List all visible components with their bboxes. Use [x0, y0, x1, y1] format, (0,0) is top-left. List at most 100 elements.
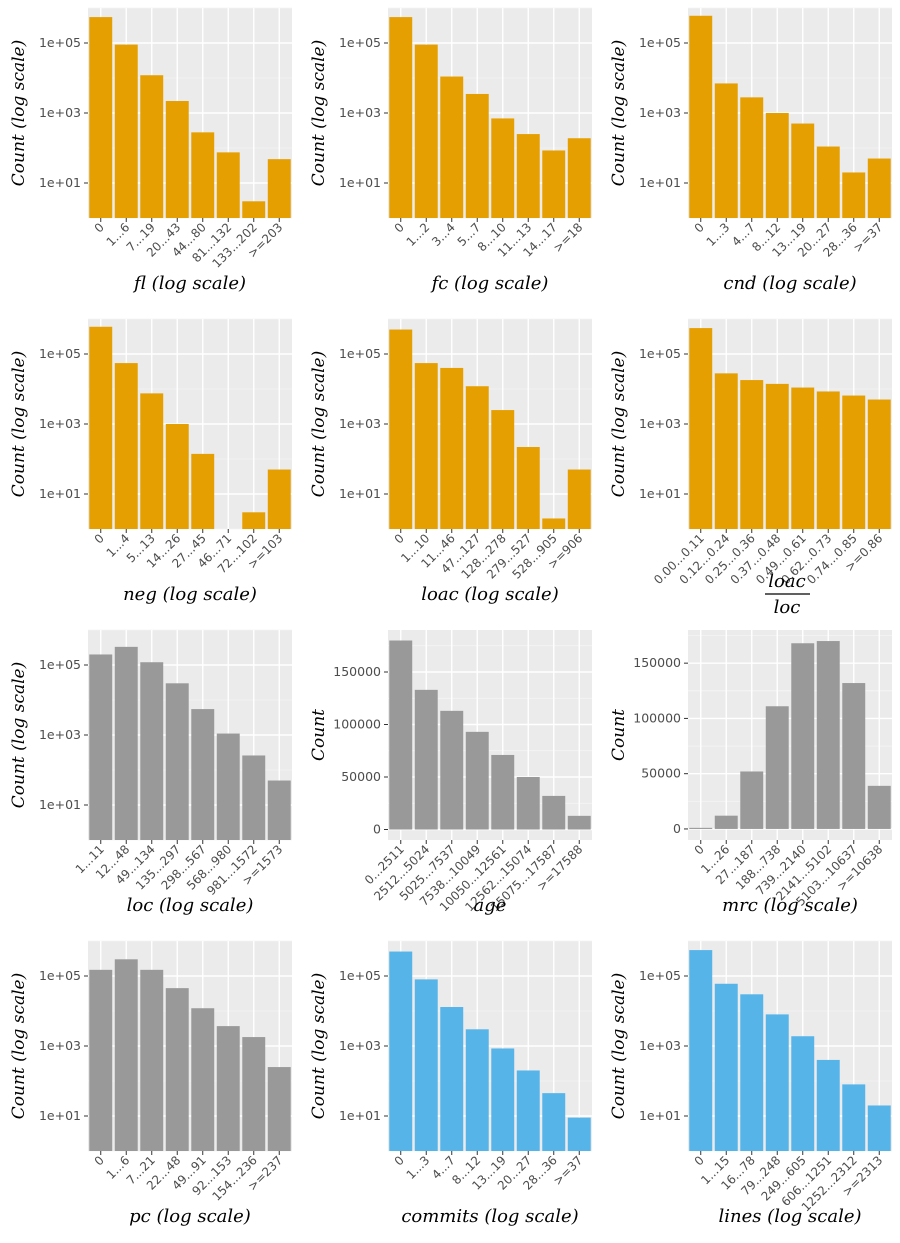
- bar: [516, 134, 540, 218]
- y-tick-label: 1e+05: [639, 35, 681, 50]
- x-tick-label: >=18: [550, 220, 585, 255]
- y-tick-label: 1e+03: [639, 1038, 681, 1053]
- chart-svg: 1e+011e+031e+0501...1011...4647...127128…: [309, 318, 592, 605]
- bar: [89, 326, 113, 529]
- chart-svg: 1e+011e+031e+0501...34...78...1213...192…: [609, 7, 892, 294]
- chart-svg: 1e+011e+031e+0501...23...45...78...1011.…: [309, 7, 592, 294]
- bar: [740, 994, 764, 1151]
- y-tick-label: 1e+01: [639, 1108, 681, 1123]
- bar: [242, 201, 266, 218]
- x-axis-title: cnd (log scale): [723, 273, 856, 294]
- y-tick-label: 50000: [341, 769, 381, 784]
- y-tick-label: 100000: [633, 710, 681, 725]
- y-tick-label: 1e+01: [639, 486, 681, 501]
- y-tick-label: 1e+01: [39, 486, 81, 501]
- y-tick-label: 1e+01: [339, 486, 381, 501]
- x-tick-label: 0: [392, 1153, 407, 1168]
- chart-panel-12: 1e+01 1e+03 1e+05 0 1...15 16...78 79...248 249…: [600, 933, 900, 1243]
- y-tick-label: 1e+03: [339, 416, 381, 431]
- x-axis-title: age: [474, 895, 507, 916]
- bar: [816, 1059, 840, 1151]
- y-tick-label: 50000: [641, 766, 681, 781]
- bar: [689, 950, 713, 1151]
- bar: [165, 988, 189, 1151]
- x-tick-label: 0: [692, 220, 707, 235]
- bar: [689, 15, 713, 218]
- y-tick-label: 1e+01: [339, 175, 381, 190]
- bar: [791, 643, 815, 829]
- chart-panel-11: 1e+01 1e+03 1e+05 0 1...3 4...7 8...12 13...19 2…: [300, 933, 600, 1243]
- chart-svg: 0500001000001500000...25112512...5024502…: [309, 630, 592, 916]
- bar: [414, 363, 438, 529]
- bar: [389, 17, 413, 218]
- bar: [191, 1008, 215, 1151]
- chart-panel-6: 1e+01 1e+03 1e+05 0.00...0.11 0.12...0.24 0.2…: [600, 311, 900, 621]
- bar: [242, 1037, 266, 1151]
- y-tick-label: 1e+03: [339, 1038, 381, 1053]
- y-axis-title: Count (log scale): [9, 662, 29, 808]
- chart-panel-10: 1e+01 1e+03 1e+05 0 1...6 7...21 22...48 49...9…: [0, 933, 300, 1243]
- y-tick-label: 1e+01: [39, 1108, 81, 1123]
- x-axis-title: commits (log scale): [401, 1206, 578, 1227]
- chart-svg: 1e+011e+031e+0501...67...2122...4849...9…: [9, 940, 292, 1227]
- bar: [89, 17, 113, 218]
- y-tick-label: 100000: [333, 717, 381, 732]
- bar: [842, 1084, 866, 1151]
- bar: [516, 447, 540, 529]
- x-axis-title: lines (log scale): [718, 1206, 861, 1227]
- bar: [714, 83, 738, 218]
- chart-panel-7: 1e+01 1e+03 1e+05 1...11 12...48 49...134 135.…: [0, 622, 300, 932]
- bar: [465, 1029, 489, 1151]
- bar: [89, 969, 113, 1151]
- y-tick-label: 1e+05: [39, 657, 81, 672]
- bar: [491, 410, 515, 529]
- bar: [867, 158, 891, 218]
- chart-panel-4: 1e+01 1e+03 1e+05 0 1...4 5...13 14...26 27...4…: [0, 311, 300, 621]
- bar: [414, 979, 438, 1151]
- bar: [765, 383, 789, 529]
- bar: [114, 959, 138, 1151]
- y-tick-label: 150000: [333, 664, 381, 679]
- bar: [816, 391, 840, 529]
- chart-panel-1: 1e+01 1e+03 1e+05 0 1...6 7...19 20...43 44...8…: [0, 0, 300, 310]
- y-axis-title: Count (log scale): [9, 973, 29, 1119]
- bar: [165, 683, 189, 840]
- chart-panel-5: 1e+01 1e+03 1e+05 0 1...10 11...46 47...127 128…: [300, 311, 600, 621]
- bar: [267, 159, 291, 218]
- bar: [867, 785, 891, 829]
- bar: [140, 662, 164, 840]
- x-axis-title: mrc (log scale): [722, 895, 858, 916]
- x-tick-label: 0: [92, 1153, 107, 1168]
- x-tick-label: 1...2: [404, 220, 433, 249]
- bar: [191, 709, 215, 840]
- bar: [491, 754, 515, 830]
- bar: [791, 387, 815, 529]
- y-tick-label: 1e+05: [339, 346, 381, 361]
- y-axis-title: Count (log scale): [9, 351, 29, 497]
- chart-svg: 1e+011e+031e+050.00...0.110.12...0.240.2…: [609, 318, 892, 618]
- bar: [516, 1070, 540, 1151]
- y-tick-label: 1e+03: [39, 416, 81, 431]
- bar: [191, 453, 215, 529]
- bar: [791, 1036, 815, 1151]
- x-tick-label: 0: [92, 220, 107, 235]
- x-axis-title: fl (log scale): [132, 273, 246, 294]
- bar: [191, 132, 215, 218]
- x-tick-label: 0: [392, 220, 407, 235]
- chart-svg: 05000010000015000001...2627...187188...7…: [609, 630, 892, 916]
- bar: [740, 771, 764, 829]
- bar: [516, 777, 540, 830]
- bar: [689, 827, 713, 829]
- y-axis-title: Count (log scale): [609, 351, 629, 497]
- x-axis-title: fc (log scale): [430, 273, 549, 294]
- bar: [714, 983, 738, 1151]
- y-tick-label: 1e+05: [39, 968, 81, 983]
- y-axis-title: Count (log scale): [309, 40, 329, 186]
- y-tick-label: 1e+01: [339, 1108, 381, 1123]
- x-tick-label: 0: [392, 531, 407, 546]
- x-axis-title: loac (log scale): [421, 584, 558, 605]
- bar: [216, 1026, 240, 1151]
- y-tick-label: 1e+01: [39, 797, 81, 812]
- bar: [740, 97, 764, 218]
